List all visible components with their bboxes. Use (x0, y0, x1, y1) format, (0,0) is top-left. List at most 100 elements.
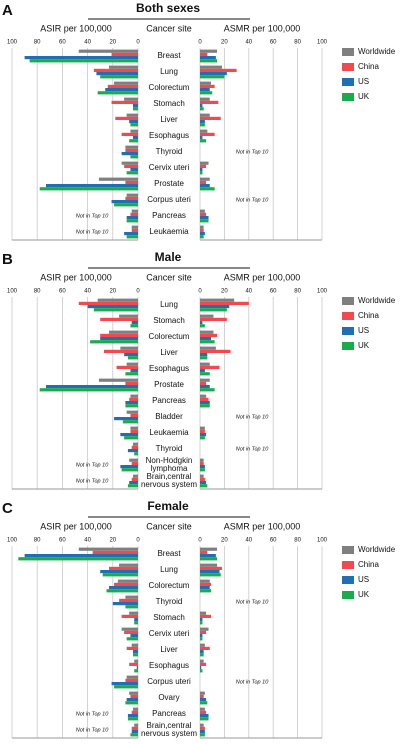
bar (125, 605, 138, 609)
category-label: Esophagus (148, 661, 190, 670)
bar (111, 52, 138, 56)
x-tick-label: 60 (270, 289, 277, 295)
bar (96, 72, 138, 76)
x-tick-label: 80 (34, 289, 41, 295)
category-label: Brain,central nervous system (140, 721, 198, 738)
bar (200, 346, 216, 350)
bar (121, 161, 138, 165)
bar (200, 730, 205, 734)
bar (126, 193, 138, 197)
bar (109, 330, 138, 334)
x-tick-label: 0 (136, 40, 140, 46)
category-label: Cervix uteri (148, 163, 190, 172)
bar (130, 694, 138, 698)
bar (200, 68, 237, 72)
bar (200, 458, 204, 462)
bar (129, 120, 138, 124)
bar (24, 56, 139, 60)
bar (126, 113, 138, 117)
bar (105, 88, 138, 92)
bar (132, 650, 138, 654)
bar (125, 678, 138, 682)
x-tick-label: 20 (109, 538, 116, 544)
note: Not in Top 10 (76, 727, 109, 733)
category-label: Lung (160, 300, 178, 309)
bar (129, 139, 138, 143)
bar (126, 362, 138, 366)
legend-label: Worldwide (358, 545, 396, 554)
bar (120, 465, 138, 469)
legend-swatch (342, 312, 354, 320)
bar (125, 148, 138, 152)
bar (134, 452, 138, 456)
bar (111, 682, 138, 686)
bar (200, 714, 209, 718)
bar (124, 164, 138, 168)
bar (129, 662, 138, 666)
bar (100, 337, 138, 341)
bar (109, 586, 138, 590)
bar (136, 666, 138, 670)
note: Not in Top 10 (236, 446, 269, 452)
bar (130, 429, 138, 433)
bar (200, 333, 218, 337)
bar (200, 582, 211, 586)
bar (200, 426, 205, 430)
bar (124, 436, 138, 440)
bar (200, 429, 205, 433)
legend-swatch (342, 342, 354, 350)
bar (200, 225, 204, 229)
bar (200, 637, 203, 641)
bar (93, 308, 138, 312)
x-tick-label: 80 (294, 289, 301, 295)
x-tick-label: 40 (245, 40, 252, 46)
bar (200, 369, 205, 373)
bar (121, 627, 138, 631)
bar (130, 123, 138, 127)
bar (130, 413, 138, 417)
bar (200, 91, 213, 95)
bar (200, 627, 209, 631)
bar (124, 353, 138, 357)
bar (200, 168, 203, 172)
legend-swatch (342, 93, 354, 101)
bar (200, 116, 221, 120)
x-tick-label: 60 (59, 289, 66, 295)
bar (200, 107, 204, 111)
x-tick-label: 20 (109, 40, 116, 46)
bar (200, 65, 222, 69)
bar (200, 321, 203, 325)
bar (98, 378, 138, 382)
bar (130, 426, 138, 430)
bar (200, 314, 214, 318)
bar (24, 554, 139, 558)
category-label: Pancreas (152, 709, 186, 718)
bar (200, 219, 209, 223)
bar (124, 630, 138, 634)
bar (131, 643, 138, 647)
bar (134, 723, 138, 727)
bar (200, 630, 207, 634)
bar (200, 235, 204, 239)
bar (132, 136, 138, 140)
bar (200, 97, 210, 101)
x-tick-label: 80 (294, 538, 301, 544)
category-label: Lung (160, 565, 178, 574)
legend-label: US (358, 77, 369, 86)
x-tick-label: 0 (198, 289, 202, 295)
bar (121, 614, 138, 618)
note: Not in Top 10 (76, 229, 109, 235)
bar (200, 557, 218, 561)
category-label: Thyroid (155, 597, 183, 606)
bar (200, 484, 208, 488)
bar (200, 554, 216, 558)
bar (200, 212, 207, 216)
bar (200, 477, 205, 481)
x-tick-label: 100 (317, 289, 328, 295)
bar (132, 442, 138, 446)
bar (200, 717, 209, 721)
bar (200, 298, 235, 302)
bar (125, 372, 138, 376)
x-tick-label: 20 (109, 289, 116, 295)
bar (112, 602, 138, 606)
